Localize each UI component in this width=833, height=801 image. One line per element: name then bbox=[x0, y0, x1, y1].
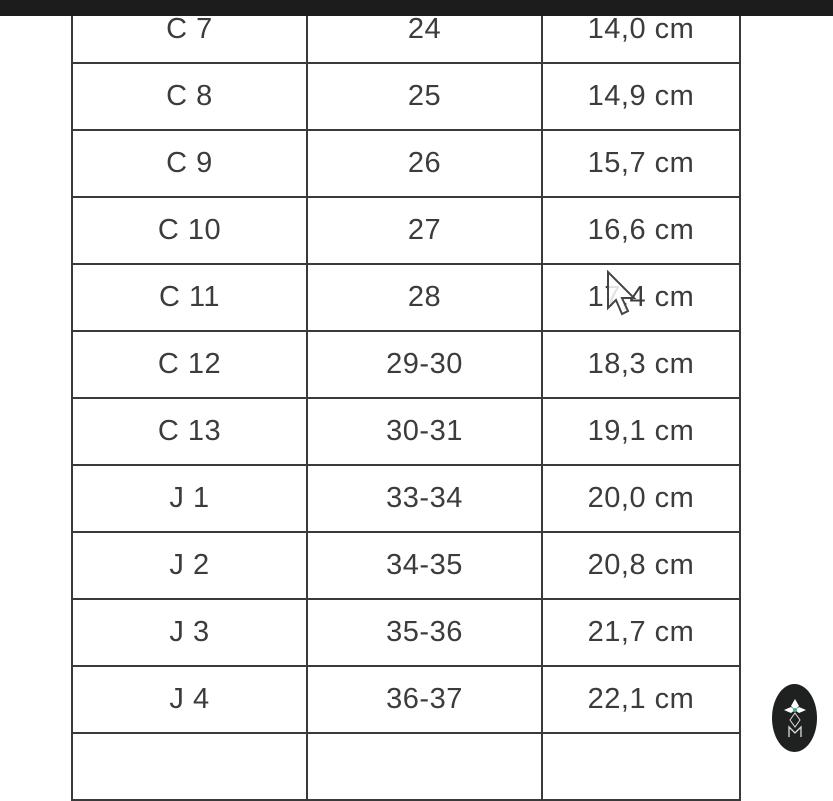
logo-badge-icon[interactable] bbox=[772, 684, 817, 752]
table-row: C 9 26 15,7 cm bbox=[71, 129, 741, 198]
eu-size-cell: 29-30 bbox=[306, 330, 543, 399]
foot-length-cell: 20,0 cm bbox=[541, 464, 741, 533]
size-code-cell: J 2 bbox=[71, 531, 308, 600]
foot-length-cell: 16,6 cm bbox=[541, 196, 741, 265]
size-code-cell: C 9 bbox=[71, 129, 308, 198]
size-code-cell: C 8 bbox=[71, 62, 308, 131]
eu-size-cell: 34-35 bbox=[306, 531, 543, 600]
foot-length-cell: 15,7 cm bbox=[541, 129, 741, 198]
size-code-cell: C 12 bbox=[71, 330, 308, 399]
table-row: J 1 33-34 20,0 cm bbox=[71, 464, 741, 533]
foot-length-cell: 17,4 cm bbox=[541, 263, 741, 332]
size-code-cell bbox=[71, 732, 308, 801]
table-row: J 2 34-35 20,8 cm bbox=[71, 531, 741, 600]
mouse-pointer-icon bbox=[607, 270, 637, 316]
eu-size-cell: 36-37 bbox=[306, 665, 543, 734]
foot-length-cell: 19,1 cm bbox=[541, 397, 741, 466]
size-code-cell: J 3 bbox=[71, 598, 308, 667]
foot-length-cell: 21,7 cm bbox=[541, 598, 741, 667]
eu-size-cell: 35-36 bbox=[306, 598, 543, 667]
table-row: J 4 36-37 22,1 cm bbox=[71, 665, 741, 734]
eu-size-cell: 28 bbox=[306, 263, 543, 332]
table-row: C 8 25 14,9 cm bbox=[71, 62, 741, 131]
eu-size-cell: 27 bbox=[306, 196, 543, 265]
table-row: C 10 27 16,6 cm bbox=[71, 196, 741, 265]
size-code-cell: J 4 bbox=[71, 665, 308, 734]
size-code-cell: C 13 bbox=[71, 397, 308, 466]
foot-length-cell: 20,8 cm bbox=[541, 531, 741, 600]
eu-size-cell: 25 bbox=[306, 62, 543, 131]
table-row: C 13 30-31 19,1 cm bbox=[71, 397, 741, 466]
eu-size-cell: 26 bbox=[306, 129, 543, 198]
table-row: C 12 29-30 18,3 cm bbox=[71, 330, 741, 399]
eu-size-cell: 33-34 bbox=[306, 464, 543, 533]
eu-size-cell: 30-31 bbox=[306, 397, 543, 466]
foot-length-cell bbox=[541, 732, 741, 801]
size-code-cell: J 1 bbox=[71, 464, 308, 533]
eu-size-cell bbox=[306, 732, 543, 801]
table-row bbox=[71, 732, 741, 801]
foot-length-cell: 18,3 cm bbox=[541, 330, 741, 399]
size-table: C 7 24 14,0 cm C 8 25 14,9 cm C 9 26 15,7 cm C 10… bbox=[71, 0, 741, 801]
foot-length-cell: 22,1 cm bbox=[541, 665, 741, 734]
foot-length-cell: 14,9 cm bbox=[541, 62, 741, 131]
size-code-cell: C 10 bbox=[71, 196, 308, 265]
logo-mark-icon bbox=[783, 699, 806, 737]
table-row: C 11 28 17,4 cm bbox=[71, 263, 741, 332]
table-row: J 3 35-36 21,7 cm bbox=[71, 598, 741, 667]
size-code-cell: C 11 bbox=[71, 263, 308, 332]
top-bar bbox=[0, 0, 833, 16]
